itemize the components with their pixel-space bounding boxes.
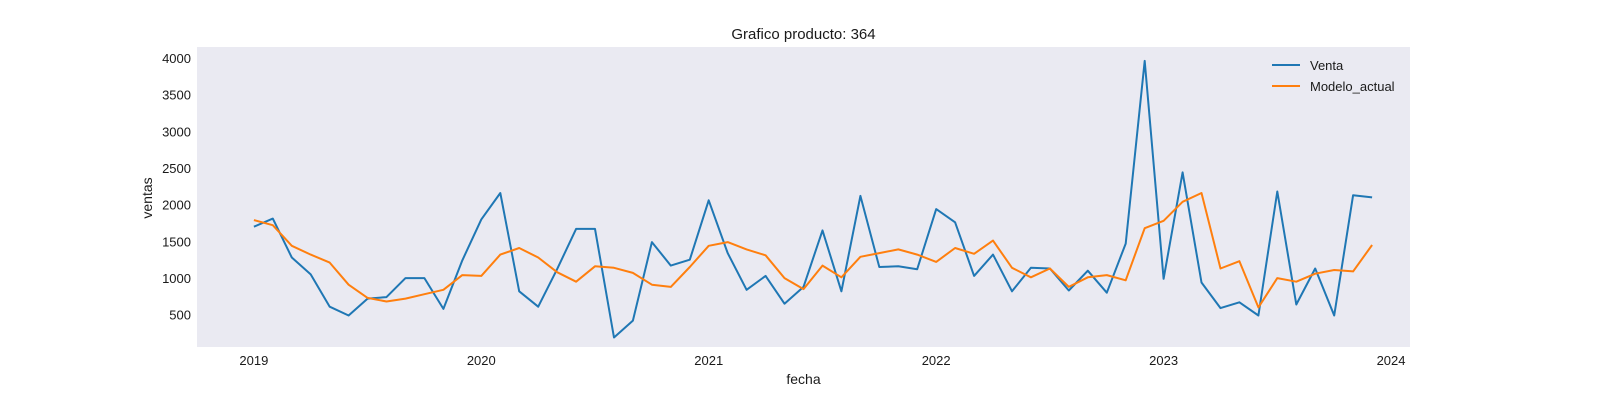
series-line-venta [253,59,1373,339]
x-axis-label: fecha [786,371,820,387]
y-tick-label: 3500 [162,88,191,103]
series-line-modelo-actual [253,192,1373,309]
chart-title: Grafico producto: 364 [731,26,875,43]
y-axis-label: ventas [139,177,155,218]
legend-label-modelo-actual: Modelo_actual [1310,79,1395,94]
y-tick-label: 3000 [162,124,191,139]
y-tick-label: 4000 [162,51,191,66]
y-tick-label: 2000 [162,198,191,213]
y-tick-label: 1000 [162,271,191,286]
y-tick-label: 1500 [162,234,191,249]
x-tick-label: 2020 [467,353,496,368]
legend-label-venta: Venta [1310,58,1344,73]
x-tick-label: 2019 [239,353,268,368]
x-tick-label: 2021 [694,353,723,368]
y-tick-label: 500 [169,308,191,323]
x-tick-label: 2022 [922,353,951,368]
legend: Venta Modelo_actual [1272,58,1395,94]
x-tick-label: 2023 [1149,353,1178,368]
y-tick-label: 2500 [162,161,191,176]
plot-background [197,47,1410,347]
x-tick-label: 2024 [1377,353,1406,368]
